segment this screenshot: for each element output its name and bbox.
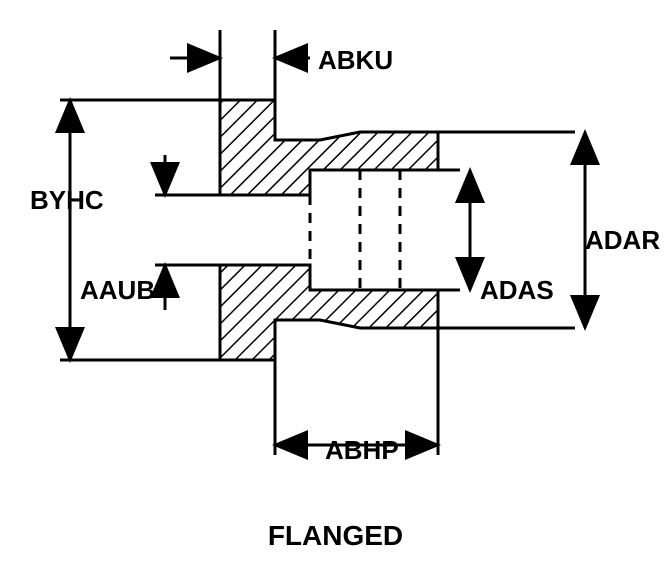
label-adar: ADAR xyxy=(585,225,660,256)
label-abhp: ABHP xyxy=(325,435,399,466)
label-aaub: AAUB xyxy=(80,275,155,306)
diagram-title: FLANGED xyxy=(0,520,671,552)
label-adas: ADAS xyxy=(480,275,554,306)
label-byhc: BYHC xyxy=(30,185,104,216)
label-abku: ABKU xyxy=(318,45,393,76)
